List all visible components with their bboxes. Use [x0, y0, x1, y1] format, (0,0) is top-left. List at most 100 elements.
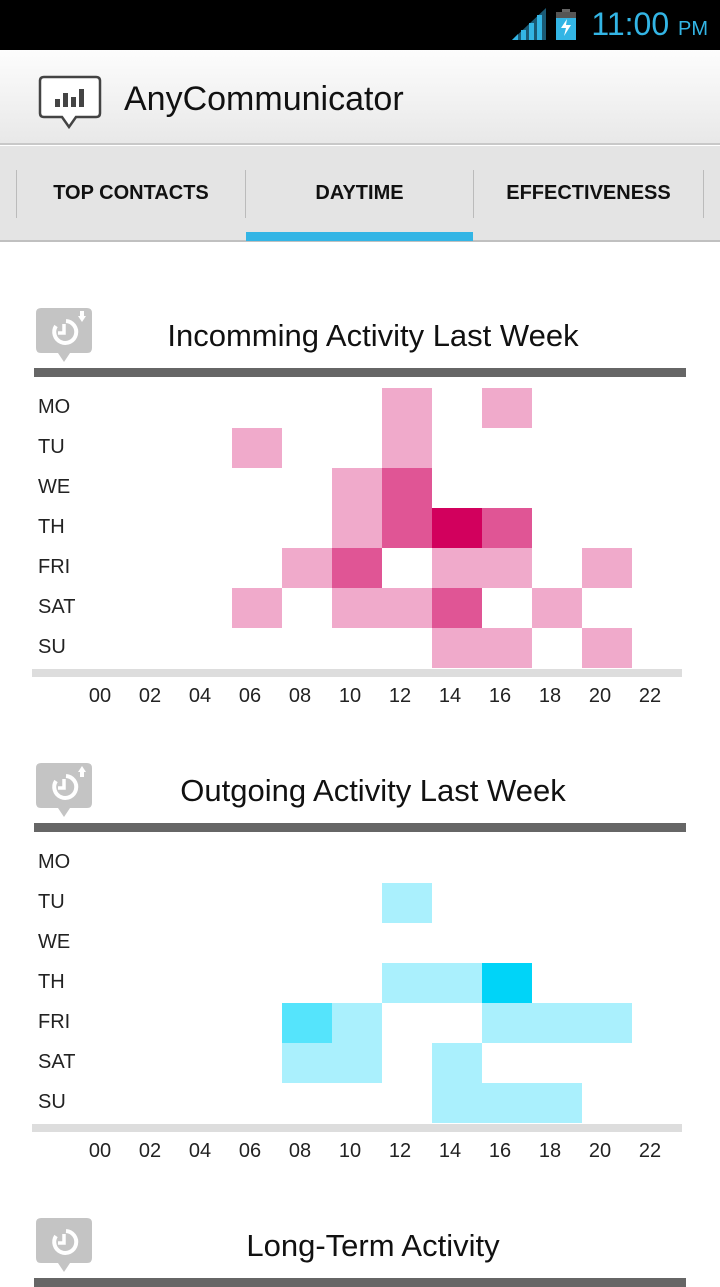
tab-divider: [16, 170, 17, 218]
heatmap-cell-su-18: [532, 1083, 582, 1123]
heatmap-cell-sat-10: [332, 588, 382, 628]
x-tick-label: 02: [138, 685, 162, 707]
x-tick-label: 08: [288, 685, 312, 707]
x-tick-label: 00: [88, 685, 112, 707]
time-text: 11:00: [591, 6, 670, 42]
status-bar: 11:00 PM: [0, 0, 720, 50]
heatmap-cell-th-16: [482, 963, 532, 1003]
heatmap-cell-fri-20: [582, 1003, 632, 1043]
heatmap-cell-su-16: [482, 1083, 532, 1123]
tab-top-contacts[interactable]: TOP CONTACTS: [53, 181, 209, 204]
heatmap-cell-we-10: [332, 468, 382, 508]
section-title: Long-Term Activity: [246, 1228, 500, 1263]
heatmap-cell-sat-14: [432, 588, 482, 628]
heatmap-cell-fri-20: [582, 548, 632, 588]
heatmap-cell-sat-06: [232, 588, 282, 628]
heatmap-cell-th-16: [482, 508, 532, 548]
x-tick-label: 08: [288, 1140, 312, 1162]
section-title: Outgoing Activity Last Week: [180, 773, 566, 808]
x-tick-label: 12: [388, 1140, 412, 1162]
x-tick-label: 10: [338, 685, 362, 707]
heatmap-cell-sat-08: [282, 1043, 332, 1083]
heatmap-cell-tu-06: [232, 428, 282, 468]
heatmap-cell-th-10: [332, 508, 382, 548]
heatmap-cell-su-14: [432, 628, 482, 668]
tab-daytime[interactable]: DAYTIME: [315, 181, 404, 204]
row-label-tu: TU: [38, 891, 65, 913]
row-label-sat: SAT: [38, 596, 76, 618]
x-tick-label: 04: [188, 1140, 212, 1162]
heatmap-cell-fri-08: [282, 548, 332, 588]
section-divider: [34, 1278, 686, 1287]
heatmap-cell-tu-12: [382, 428, 432, 468]
signal-icon: [512, 8, 546, 40]
x-tick-label: 00: [88, 1140, 112, 1162]
x-tick-label: 20: [588, 685, 612, 707]
section-title: Incomming Activity Last Week: [167, 318, 579, 353]
app-title: AnyCommunicator: [124, 80, 404, 118]
heatmap-cell-we-12: [382, 468, 432, 508]
x-tick-label: 14: [438, 1140, 462, 1162]
x-tick-label: 04: [188, 685, 212, 707]
x-axis-line: [32, 669, 682, 677]
row-label-we: WE: [38, 931, 71, 953]
x-tick-label: 10: [338, 1140, 362, 1162]
tab-effectiveness[interactable]: EFFECTIVENESS: [506, 181, 671, 204]
heatmap-cell-mo-16: [482, 388, 532, 428]
tab-divider: [245, 170, 246, 218]
row-label-tu: TU: [38, 436, 65, 458]
heatmap-cell-th-14: [432, 963, 482, 1003]
heatmap-cell-sat-18: [532, 588, 582, 628]
app-logo-icon: [38, 75, 102, 130]
row-label-mo: MO: [38, 396, 71, 418]
active-tab-indicator: [246, 232, 473, 241]
heatmap-cell-su-16: [482, 628, 532, 668]
heatmap-cell-su-14: [432, 1083, 482, 1123]
row-label-th: TH: [38, 971, 65, 993]
row-label-th: TH: [38, 516, 65, 538]
x-tick-label: 12: [388, 685, 412, 707]
clock-incoming-icon: [36, 308, 92, 364]
x-tick-label: 22: [638, 1140, 662, 1162]
x-tick-label: 18: [538, 1140, 562, 1162]
x-tick-label: 16: [488, 685, 512, 707]
heatmap-cell-fri-14: [432, 548, 482, 588]
section-divider: [34, 368, 686, 377]
row-label-we: WE: [38, 476, 71, 498]
heatmap-cell-tu-12: [382, 883, 432, 923]
heatmap-cell-mo-12: [382, 388, 432, 428]
heatmap-cell-fri-18: [532, 1003, 582, 1043]
heatmap-cell-th-12: [382, 508, 432, 548]
heatmap-cell-sat-12: [382, 588, 432, 628]
section-divider: [34, 823, 686, 832]
ampm-text: PM: [678, 18, 708, 40]
tab-divider: [703, 170, 704, 218]
heatmap-cell-sat-14: [432, 1043, 482, 1083]
row-label-su: SU: [38, 636, 66, 658]
row-label-su: SU: [38, 1091, 66, 1113]
clock-icon: [36, 1218, 92, 1274]
row-label-fri: FRI: [38, 1011, 71, 1033]
heatmap-cell-fri-08: [282, 1003, 332, 1043]
x-tick-label: 22: [638, 685, 662, 707]
x-tick-label: 06: [238, 1140, 262, 1162]
heatmap-cell-su-20: [582, 628, 632, 668]
x-tick-label: 16: [488, 1140, 512, 1162]
x-tick-label: 18: [538, 685, 562, 707]
clock-outgoing-icon: [36, 763, 92, 819]
heatmap-cell-fri-16: [482, 548, 532, 588]
heatmap-cell-fri-10: [332, 548, 382, 588]
tab-divider: [473, 170, 474, 218]
row-label-sat: SAT: [38, 1051, 76, 1073]
x-tick-label: 02: [138, 1140, 162, 1162]
row-label-fri: FRI: [38, 556, 71, 578]
heatmap-cell-th-14: [432, 508, 482, 548]
clock: 11:00 PM: [591, 6, 708, 43]
x-tick-label: 20: [588, 1140, 612, 1162]
heatmap-cell-fri-10: [332, 1003, 382, 1043]
battery-charging-icon: [556, 9, 576, 40]
x-tick-label: 14: [438, 685, 462, 707]
heatmap-cell-fri-16: [482, 1003, 532, 1043]
x-tick-label: 06: [238, 685, 262, 707]
tab-bar: TOP CONTACTS DAYTIME EFFECTIVENESS: [0, 146, 720, 242]
